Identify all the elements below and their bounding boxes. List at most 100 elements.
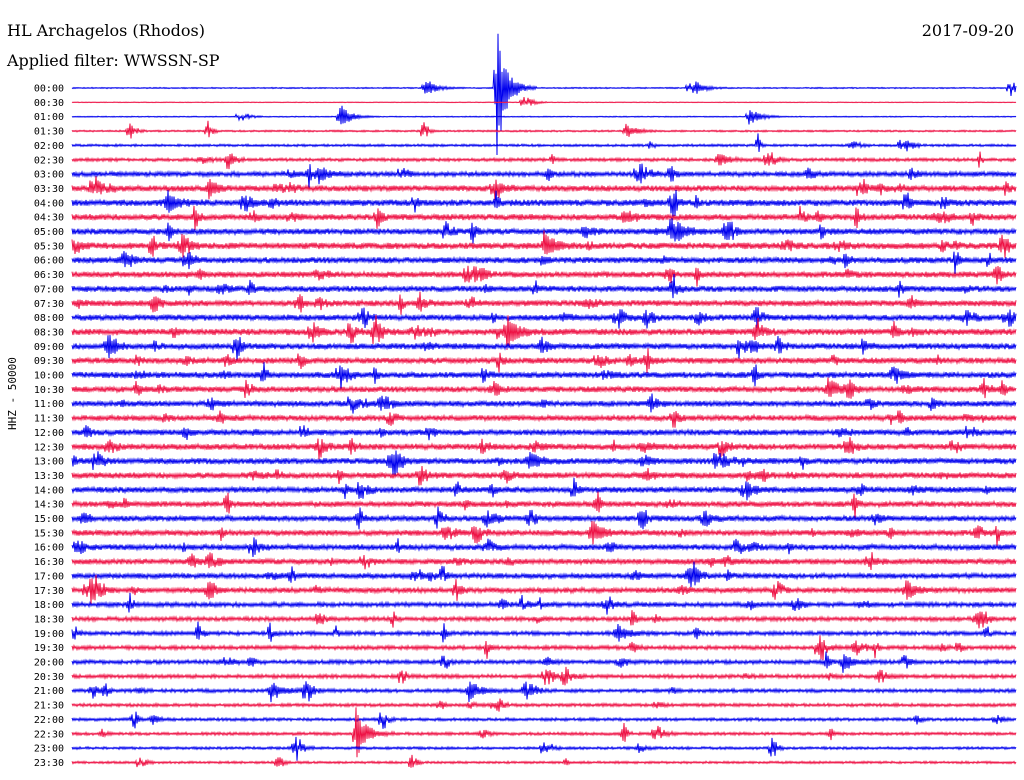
row-time-label: 09:00 (34, 342, 64, 353)
row-time-label: 07:30 (34, 299, 64, 310)
row-time-label: 21:00 (34, 686, 64, 697)
trace-row (71, 230, 1017, 258)
trace-row (71, 105, 1017, 125)
row-time-label: 00:30 (34, 98, 64, 109)
trace-row (71, 635, 1017, 661)
row-time-label: 16:30 (34, 557, 64, 568)
row-time-label: 10:30 (34, 385, 64, 396)
filter-label: Applied filter: WWSSN-SP (7, 51, 220, 70)
row-time-label: 14:30 (34, 500, 64, 511)
trace-row (71, 410, 1017, 428)
trace-row (71, 552, 1017, 571)
trace-row (71, 265, 1017, 287)
row-time-label: 13:00 (34, 457, 64, 468)
trace-row (71, 537, 1017, 558)
row-time-label: 08:00 (34, 313, 64, 324)
row-time-label: 01:30 (34, 127, 64, 138)
row-time-label: 14:00 (34, 485, 64, 496)
trace-row (71, 592, 1017, 615)
trace-row (71, 133, 1017, 152)
row-time-label: 02:00 (34, 141, 64, 152)
trace-row (71, 33, 1017, 156)
trace-row (71, 273, 1017, 299)
row-time-label: 10:00 (34, 371, 64, 382)
row-time-label: 18:30 (34, 614, 64, 625)
row-time-label: 19:00 (34, 629, 64, 640)
trace-row (71, 437, 1017, 460)
row-time-label: 05:30 (34, 241, 64, 252)
row-time-label: 06:00 (34, 256, 64, 267)
trace-row (71, 754, 1017, 768)
row-time-label: 15:30 (34, 528, 64, 539)
row-time-label: 17:30 (34, 586, 64, 597)
row-time-label: 13:30 (34, 471, 64, 482)
trace-row (71, 707, 1017, 758)
trace-row (71, 574, 1017, 604)
trace-row (71, 348, 1017, 374)
trace-row (71, 176, 1017, 201)
row-time-label: 12:00 (34, 428, 64, 439)
row-time-label: 20:00 (34, 658, 64, 669)
trace-row (71, 621, 1017, 643)
trace-row (71, 377, 1017, 399)
trace-row (71, 698, 1017, 712)
row-time-label: 18:00 (34, 600, 64, 611)
trace-row (71, 561, 1017, 588)
trace-row (71, 651, 1017, 673)
row-time-label: 07:00 (34, 284, 64, 295)
trace-row (71, 666, 1017, 686)
row-time-label: 20:30 (34, 672, 64, 683)
row-time-label: 00:00 (34, 84, 64, 95)
row-time-label: 02:30 (34, 155, 64, 166)
row-time-label: 03:00 (34, 170, 64, 181)
row-time-label: 03:30 (34, 184, 64, 195)
row-time-label: 09:30 (34, 356, 64, 367)
row-time-label: 23:00 (34, 744, 64, 755)
row-time-label: 17:00 (34, 571, 64, 582)
trace-row (71, 425, 1017, 441)
trace-row (71, 477, 1017, 501)
trace-row (71, 393, 1017, 414)
row-time-label: 05:00 (34, 227, 64, 238)
row-time-label: 16:00 (34, 543, 64, 554)
trace-row (71, 307, 1017, 329)
trace-row (71, 520, 1017, 546)
row-time-label: 04:00 (34, 198, 64, 209)
row-time-label: 22:00 (34, 715, 64, 726)
trace-row (71, 506, 1017, 530)
trace-row (71, 218, 1017, 244)
row-time-label: 23:30 (34, 758, 64, 769)
trace-row (71, 491, 1017, 519)
trace-row (71, 681, 1017, 703)
trace-row (71, 314, 1017, 350)
trace-row (71, 151, 1017, 170)
trace-row (71, 291, 1017, 315)
station-title: HL Archagelos (Rhodos) (7, 21, 205, 40)
trace-row (71, 610, 1017, 629)
trace-row (71, 97, 1017, 106)
trace-row (71, 189, 1017, 217)
row-time-label: 01:00 (34, 112, 64, 123)
trace-row (71, 711, 1017, 729)
trace-row (71, 335, 1017, 361)
trace-row (71, 120, 1017, 139)
trace-row (71, 450, 1017, 478)
row-time-label: 11:30 (34, 414, 64, 425)
row-time-label: 12:30 (34, 442, 64, 453)
row-time-label: 06:30 (34, 270, 64, 281)
trace-row (71, 736, 1017, 761)
date-label: 2017-09-20 (921, 21, 1014, 40)
row-time-label: 19:30 (34, 643, 64, 654)
trace-row (71, 205, 1017, 230)
row-time-label: 21:30 (34, 701, 64, 712)
row-time-label: 15:00 (34, 514, 64, 525)
trace-row (71, 251, 1017, 274)
trace-row (71, 163, 1017, 189)
row-time-label: 08:30 (34, 327, 64, 338)
trace-row (71, 465, 1017, 486)
row-time-label: 22:30 (34, 729, 64, 740)
row-time-label: 11:00 (34, 399, 64, 410)
trace-row (71, 362, 1017, 391)
row-time-label: 04:30 (34, 213, 64, 224)
